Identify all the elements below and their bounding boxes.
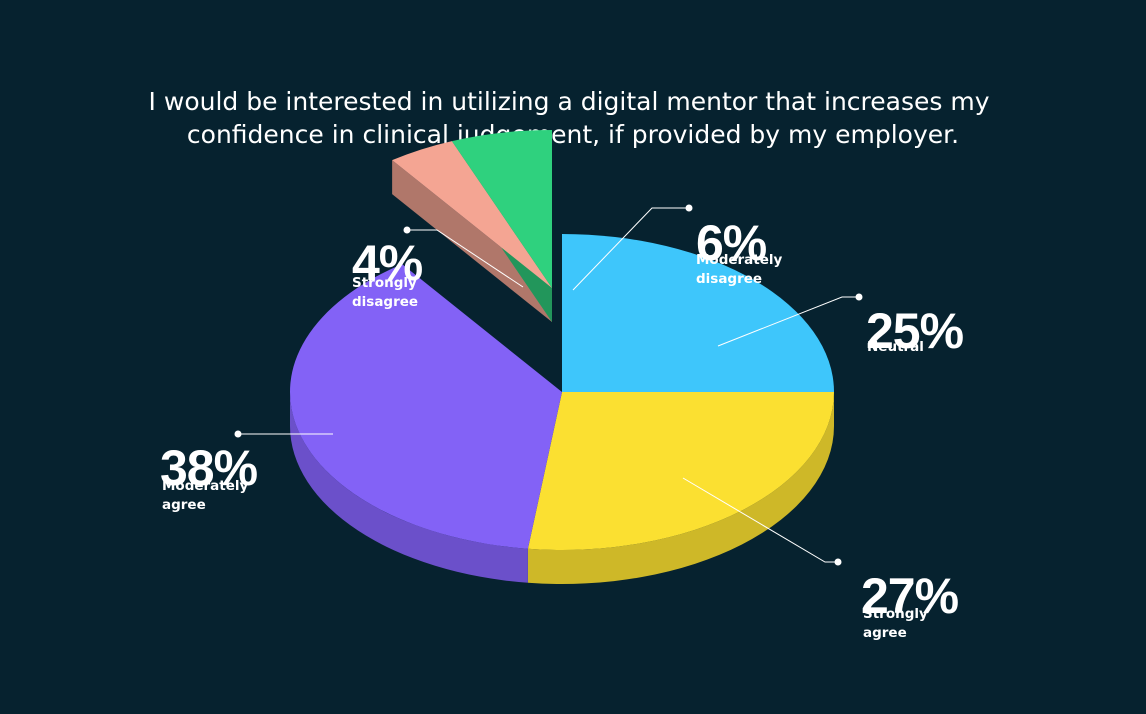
leader-line-neutral xyxy=(717,296,859,347)
leader-line-strongly-agree xyxy=(682,477,838,563)
category-label-strongly-agree-line-1: Strongly xyxy=(863,606,928,622)
data-label-neutral: 25% xyxy=(866,303,964,359)
category-label-strongly-agree: Strongly agree xyxy=(863,606,928,641)
leader-dot-moderately-agree xyxy=(234,430,242,438)
category-label-strongly-agree-line-2: agree xyxy=(863,625,907,641)
category-label-moderately-disagree-line-1: Moderately xyxy=(696,252,783,268)
category-label-moderately-disagree-line-2: disagree xyxy=(696,271,762,287)
data-label-strongly-disagree: 4% xyxy=(352,235,423,291)
leader-line-strongly-disagree xyxy=(407,229,524,288)
pie-slice-moderately-agree xyxy=(289,264,562,549)
category-label-moderately-agree: Moderately agree xyxy=(162,478,249,513)
pie-wall-moderately-agree xyxy=(290,392,528,583)
leader-dot-neutral xyxy=(855,293,863,301)
pie-slice-strongly-agree xyxy=(527,392,834,550)
chart-title-line-2: confidence in clinical judgement, if pro… xyxy=(187,120,959,149)
category-label-strongly-disagree-line-1: Strongly xyxy=(352,275,417,291)
pie-side-strongly-disagree-0 xyxy=(392,160,552,322)
category-label-neutral: Neutral xyxy=(867,339,924,355)
leader-dot-strongly-agree xyxy=(834,558,842,566)
pie-wall-strongly-agree xyxy=(527,392,834,585)
category-label-moderately-agree-line-2: agree xyxy=(162,497,206,513)
leader-dot-strongly-disagree xyxy=(403,226,411,234)
pie-slice-neutral xyxy=(562,234,834,392)
category-label-moderately-disagree: Moderately disagree xyxy=(696,252,783,287)
pie-slice-moderately-disagree xyxy=(451,130,552,288)
data-label-strongly-agree: 27% xyxy=(861,568,959,624)
category-label-neutral-line-1: Neutral xyxy=(867,339,924,355)
pie-slice-strongly-disagree xyxy=(392,141,552,288)
data-label-moderately-disagree: 6% xyxy=(696,215,767,271)
data-label-moderately-agree: 38% xyxy=(160,440,258,496)
category-label-strongly-disagree-line-2: disagree xyxy=(352,294,418,310)
leader-dot-moderately-disagree xyxy=(685,204,693,212)
leader-line-moderately-disagree xyxy=(572,207,689,291)
chart-title: I would be interested in utilizing a dig… xyxy=(149,87,998,149)
category-label-moderately-agree-line-1: Moderately xyxy=(162,478,249,494)
pie-slices xyxy=(289,130,834,550)
category-label-strongly-disagree: Strongly disagree xyxy=(352,275,418,310)
chart-title-line-1: I would be interested in utilizing a dig… xyxy=(149,87,990,116)
